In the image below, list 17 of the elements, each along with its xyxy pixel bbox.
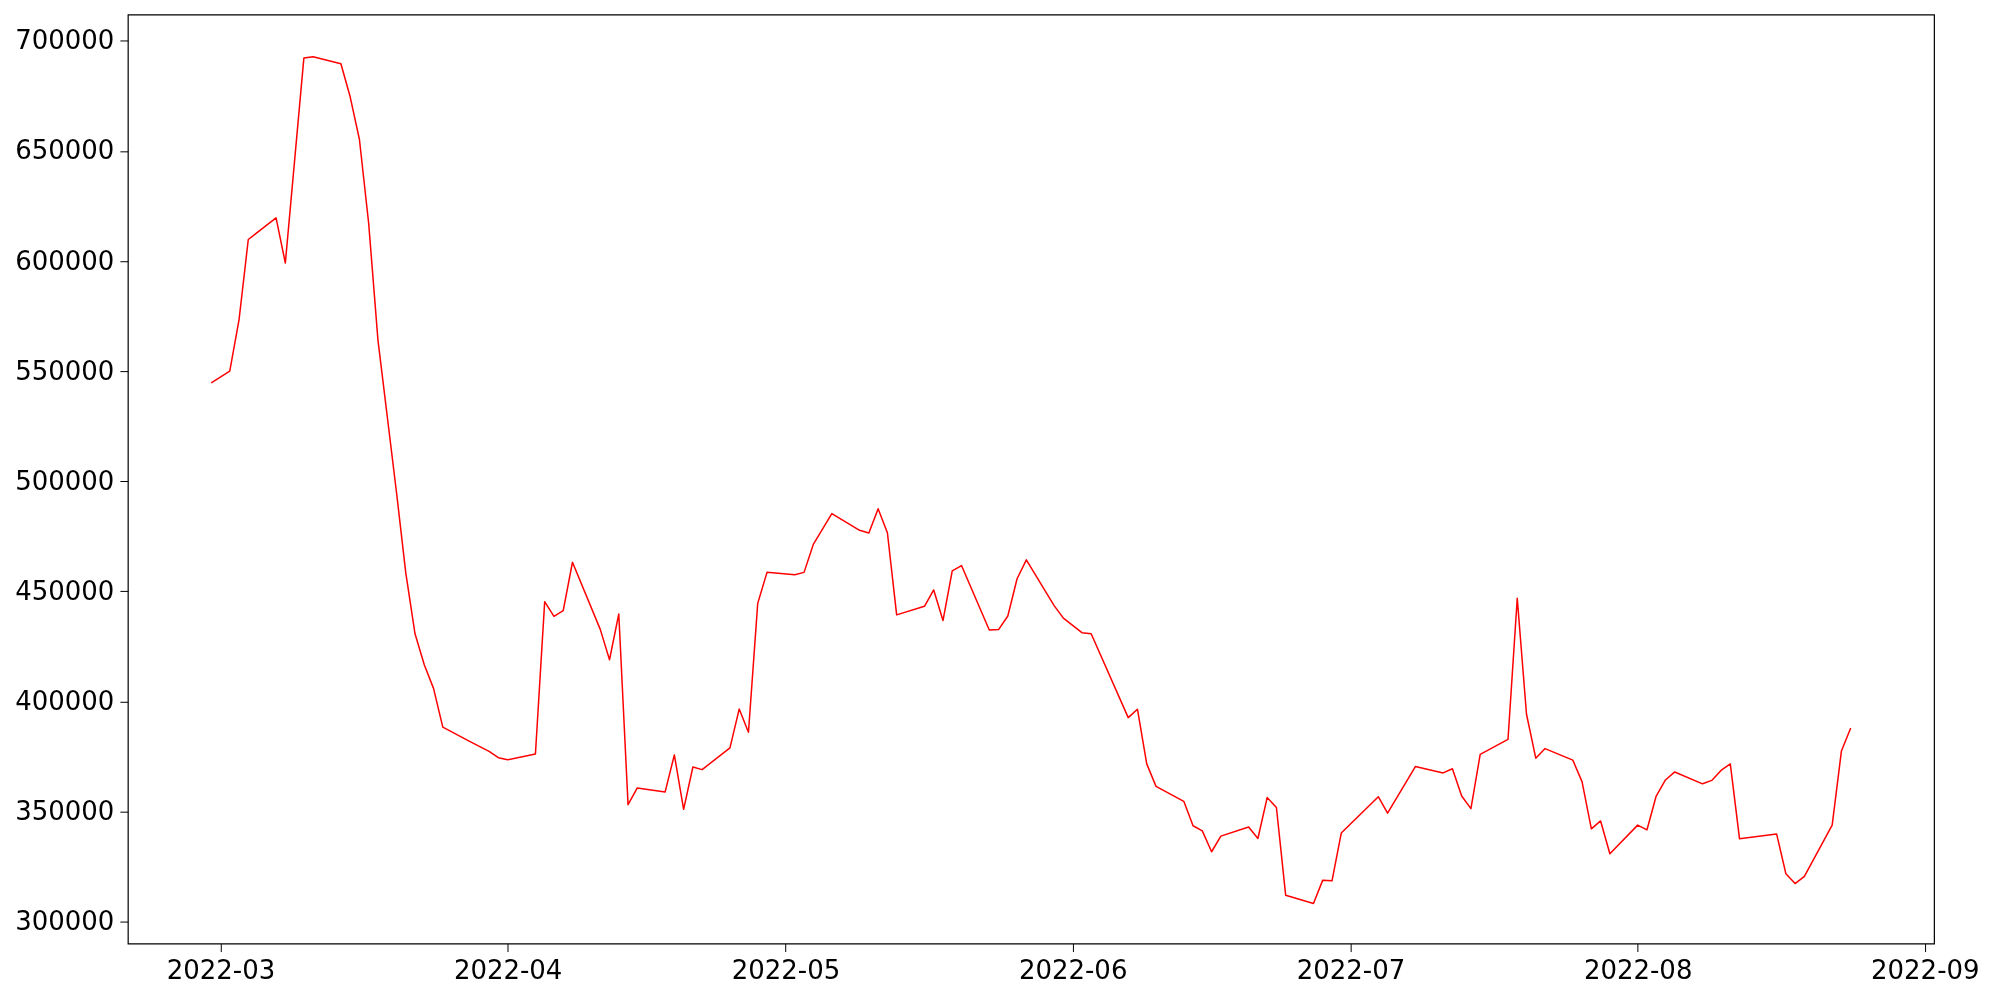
y-tick-label: 550000 <box>15 355 115 386</box>
y-tick-label: 350000 <box>15 795 115 826</box>
x-tick-label: 2022-04 <box>453 955 563 986</box>
x-tick-label: 2022-06 <box>1018 955 1128 986</box>
y-tick-label: 500000 <box>15 465 115 496</box>
x-tick-label: 2022-08 <box>1583 955 1693 986</box>
x-tick-label: 2022-03 <box>166 955 276 986</box>
x-tick-label: 2022-05 <box>731 955 841 986</box>
x-tick-label: 2022-07 <box>1296 955 1406 986</box>
line-series <box>210 56 1852 905</box>
y-tick-label: 600000 <box>15 245 115 276</box>
y-tick-label: 650000 <box>15 135 115 166</box>
x-tick-label: 2022-09 <box>1871 955 1980 986</box>
y-tick-label: 700000 <box>15 25 115 56</box>
y-tick-label: 300000 <box>15 906 115 937</box>
y-tick-label: 400000 <box>15 685 115 716</box>
y-tick-label: 450000 <box>15 575 115 606</box>
